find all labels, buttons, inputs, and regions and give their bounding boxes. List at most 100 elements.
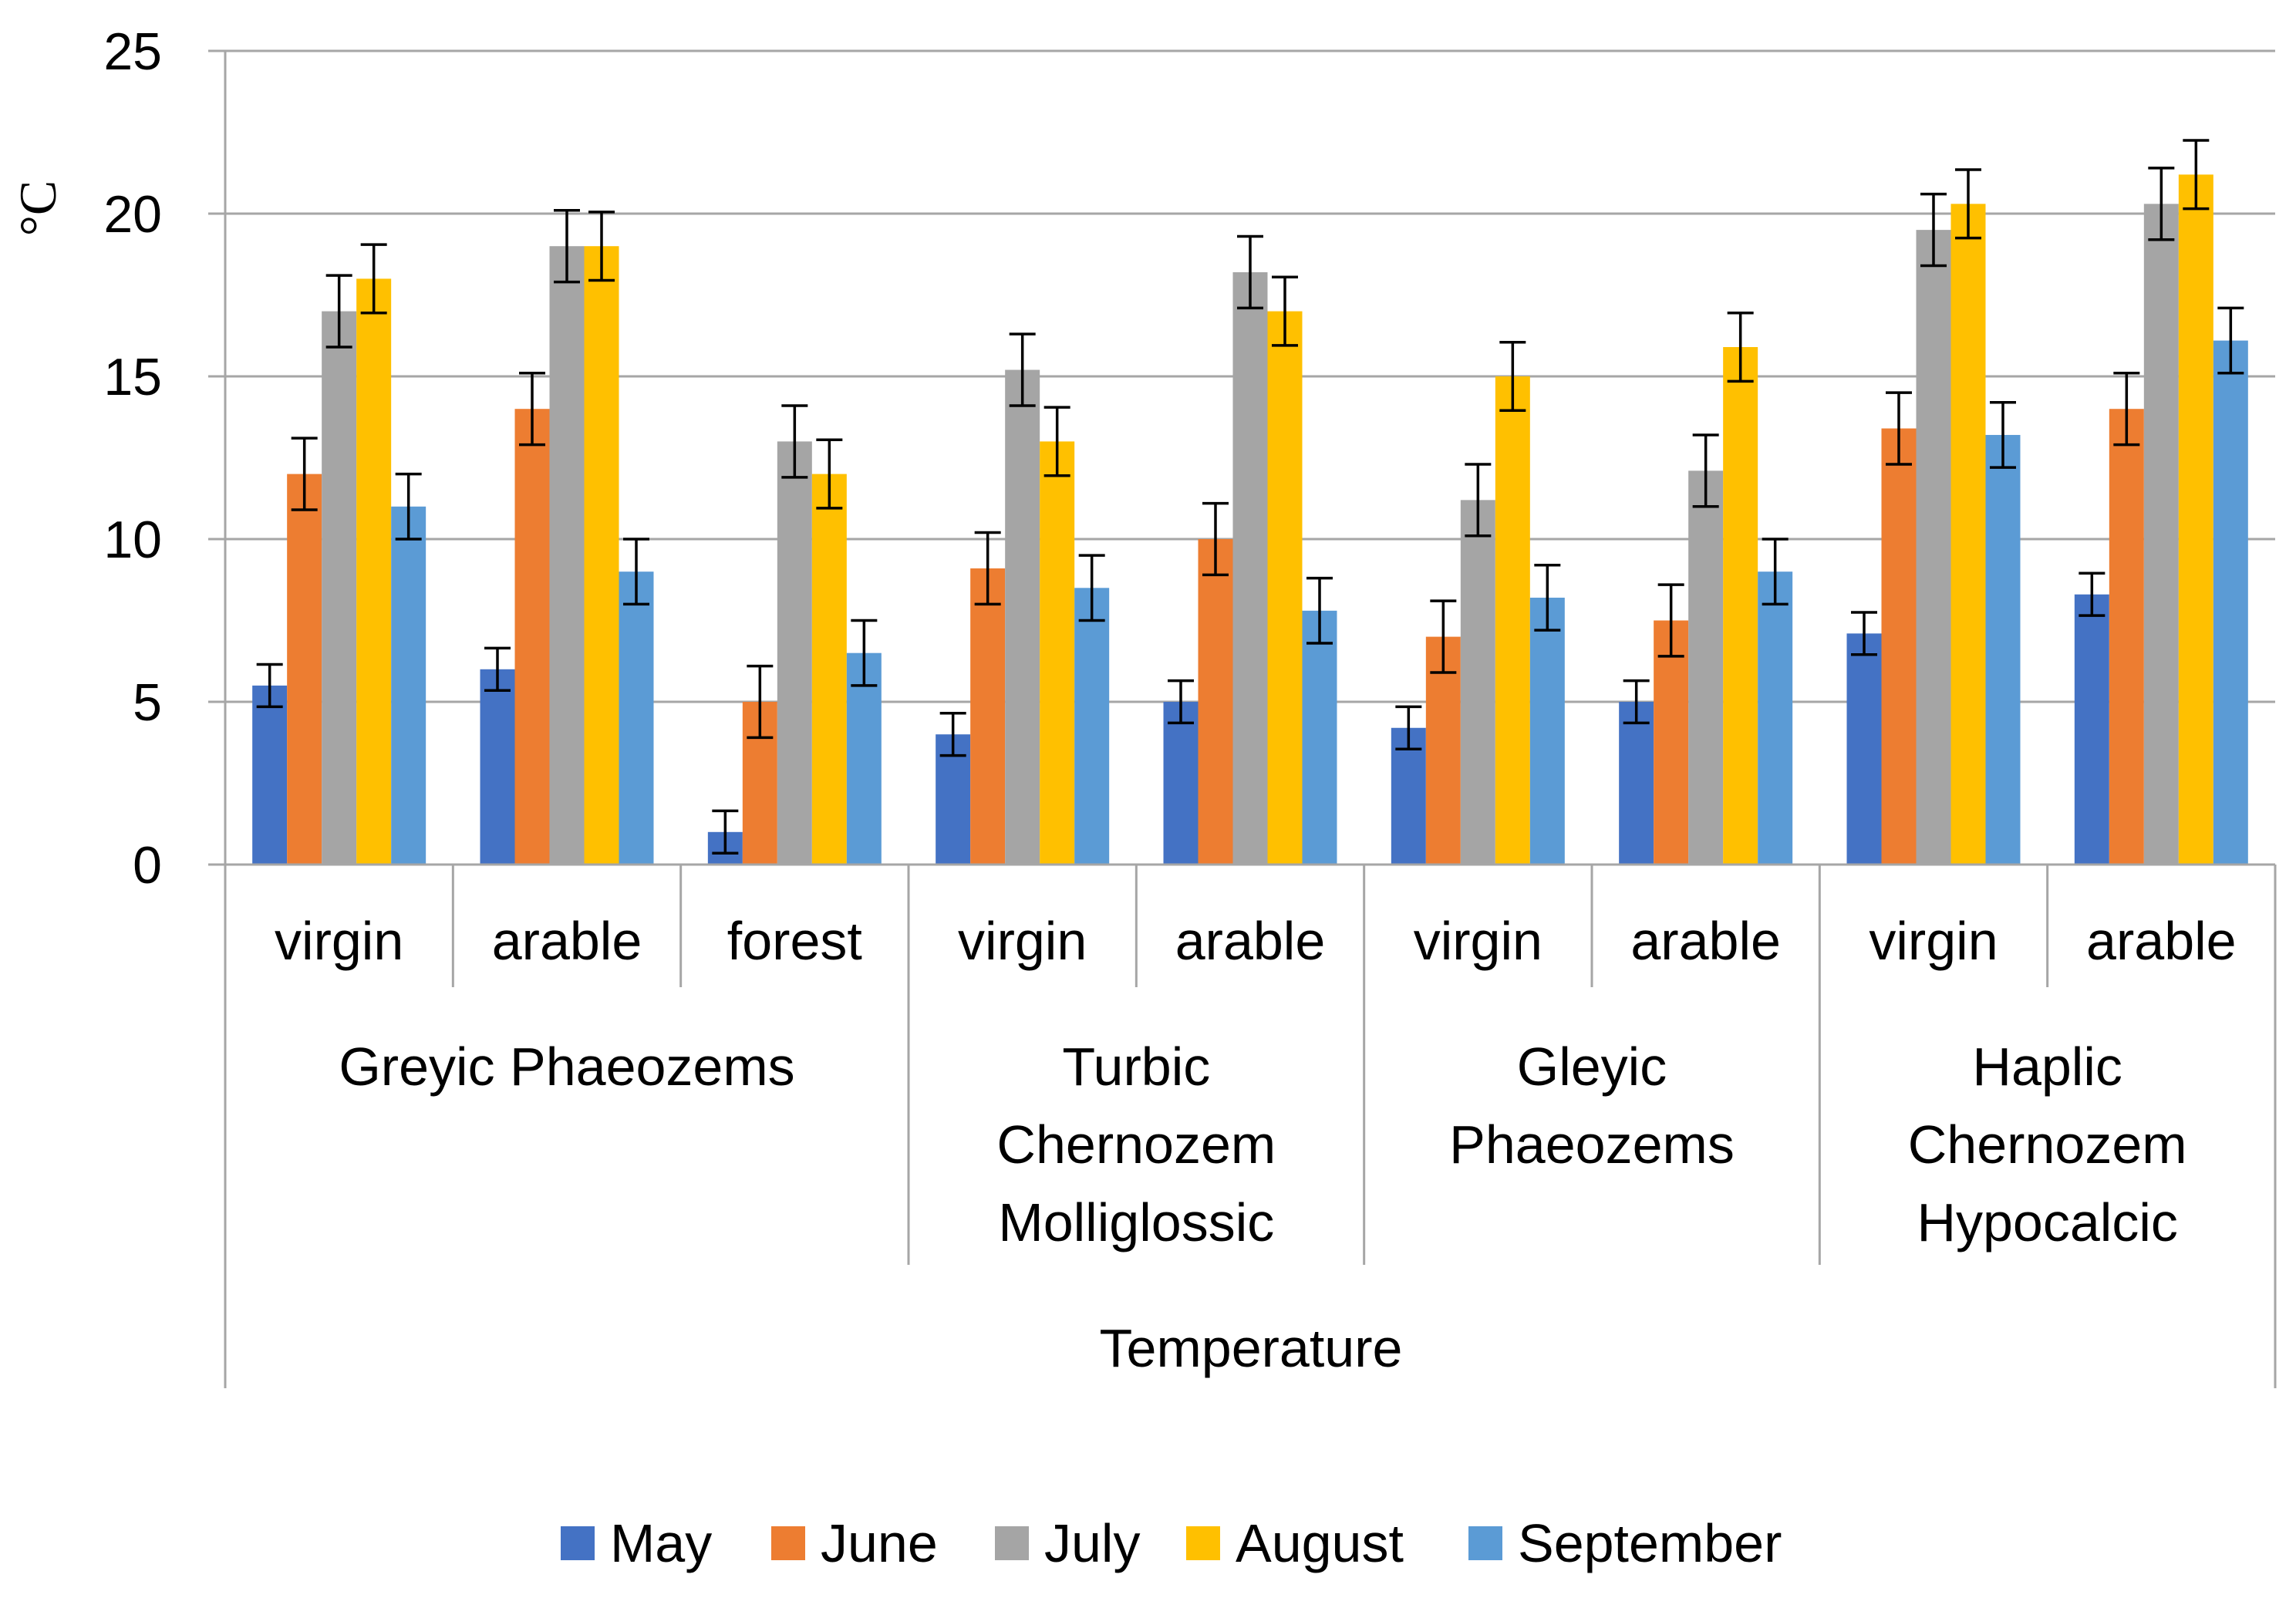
error-bar	[1272, 275, 1298, 347]
legend: May June July August September	[561, 1513, 1782, 1573]
error-bar	[851, 619, 878, 687]
category-label: arable	[2086, 911, 2237, 971]
legend-swatch	[561, 1526, 595, 1560]
bar-july-arable-6	[1688, 470, 1724, 865]
bar-august-arable-1	[584, 246, 619, 865]
y-tick-label: 25	[103, 22, 162, 81]
error-bar	[1692, 433, 1719, 508]
category-label: arable	[1630, 911, 1781, 971]
soil-group-label: Haplic	[1972, 1037, 2122, 1097]
error-bar	[1499, 340, 1526, 413]
axes	[208, 49, 2277, 1388]
error-bar	[781, 404, 808, 479]
error-bar	[623, 538, 649, 606]
category-label: arable	[1175, 911, 1326, 971]
soil-group-label: Gleyic	[1517, 1037, 1667, 1097]
legend-label: May	[610, 1513, 712, 1573]
bar-july-virgin-7	[1916, 230, 1951, 865]
error-bar	[588, 211, 615, 282]
category-label: forest	[727, 911, 862, 971]
error-bar	[974, 531, 1001, 606]
bar-july-arable-8	[2143, 204, 2179, 865]
bar-june-arable-8	[2109, 409, 2144, 865]
y-tick-label: 20	[103, 185, 162, 244]
error-bar	[747, 664, 774, 740]
bar-august-virgin-3	[1040, 441, 1075, 865]
error-bar	[554, 209, 580, 284]
y-axis-label: °C	[8, 180, 67, 237]
y-tick-labels: 0 5 10 15 20 25	[103, 22, 162, 895]
bar-september-virgin-0	[391, 506, 426, 865]
legend-item-july: July	[995, 1513, 1140, 1573]
error-bar	[1168, 679, 1194, 725]
bar-august-virgin-5	[1495, 376, 1530, 865]
error-bar	[816, 438, 843, 510]
error-bar	[1306, 576, 1333, 645]
soil-group-label: Chernozem	[996, 1114, 1276, 1175]
bar-june-arable-6	[1654, 620, 1689, 865]
bar-july-arable-4	[1232, 271, 1268, 865]
bar-august-forest-2	[811, 474, 847, 865]
error-bar	[1623, 679, 1650, 725]
legend-item-june: June	[771, 1513, 938, 1573]
bar-september-virgin-3	[1074, 588, 1110, 865]
x-axis-labels: virgin arable forest virgin arable virgin arab…	[275, 911, 2237, 1252]
y-tick-label: 0	[133, 836, 162, 895]
error-bar	[2148, 167, 2175, 241]
error-bar	[1727, 311, 1754, 383]
bar-may-virgin-7	[1846, 633, 1882, 865]
error-bar	[2217, 306, 2244, 375]
error-bar	[484, 646, 511, 692]
error-bar	[1990, 401, 2016, 469]
bar-july-virgin-5	[1460, 500, 1495, 865]
soil-group-label: Hypocalcic	[1917, 1192, 2177, 1252]
bar-june-virgin-3	[970, 568, 1006, 865]
bar-september-arable-4	[1302, 610, 1337, 865]
bar-august-virgin-0	[356, 278, 392, 865]
y-tick-label: 5	[133, 673, 162, 732]
error-bar	[2183, 139, 2210, 211]
bar-may-virgin-0	[252, 685, 288, 865]
soil-group-label: Phaeozems	[1449, 1114, 1735, 1175]
error-bar	[256, 662, 283, 709]
legend-swatch	[771, 1526, 805, 1560]
error-bar	[360, 243, 387, 315]
bar-july-virgin-0	[322, 311, 357, 865]
error-bar	[1202, 501, 1229, 577]
category-label: virgin	[958, 911, 1087, 971]
bar-may-arable-6	[1619, 702, 1654, 865]
bar-june-arable-4	[1198, 539, 1233, 865]
bar-june-arable-1	[514, 409, 550, 865]
bar-september-arable-6	[1758, 571, 1793, 865]
bar-series	[252, 174, 2248, 865]
bar-september-forest-2	[846, 652, 882, 865]
error-bar	[1851, 611, 1877, 656]
error-bar	[1078, 554, 1105, 622]
bar-september-virgin-7	[1985, 434, 2021, 865]
error-bar	[1920, 192, 1947, 268]
error-bar	[1430, 599, 1457, 674]
error-bar	[395, 472, 422, 541]
bar-june-virgin-5	[1425, 636, 1461, 865]
bar-august-virgin-7	[1950, 204, 1986, 865]
soil-group-label: Greyic Phaeozems	[339, 1037, 794, 1097]
error-bar	[1043, 406, 1070, 477]
error-bar	[2079, 571, 2106, 617]
error-bar	[1237, 234, 1263, 310]
bar-september-arable-8	[2213, 340, 2248, 865]
soil-group-label: Molliglossic	[998, 1192, 1274, 1252]
legend-label: August	[1236, 1513, 1404, 1573]
bar-may-arable-8	[2074, 594, 2109, 865]
category-label: virgin	[1869, 911, 1998, 971]
error-bar	[1465, 463, 1492, 538]
bar-june-virgin-0	[287, 474, 322, 865]
bar-august-arable-4	[1267, 311, 1303, 865]
error-bar	[1657, 583, 1684, 658]
bar-september-arable-1	[619, 571, 654, 865]
error-bar	[1009, 332, 1036, 407]
bar-july-virgin-3	[1005, 369, 1040, 865]
soil-group-label: Turbic	[1062, 1037, 1210, 1097]
bar-september-virgin-5	[1529, 597, 1565, 865]
error-bar	[325, 274, 352, 349]
